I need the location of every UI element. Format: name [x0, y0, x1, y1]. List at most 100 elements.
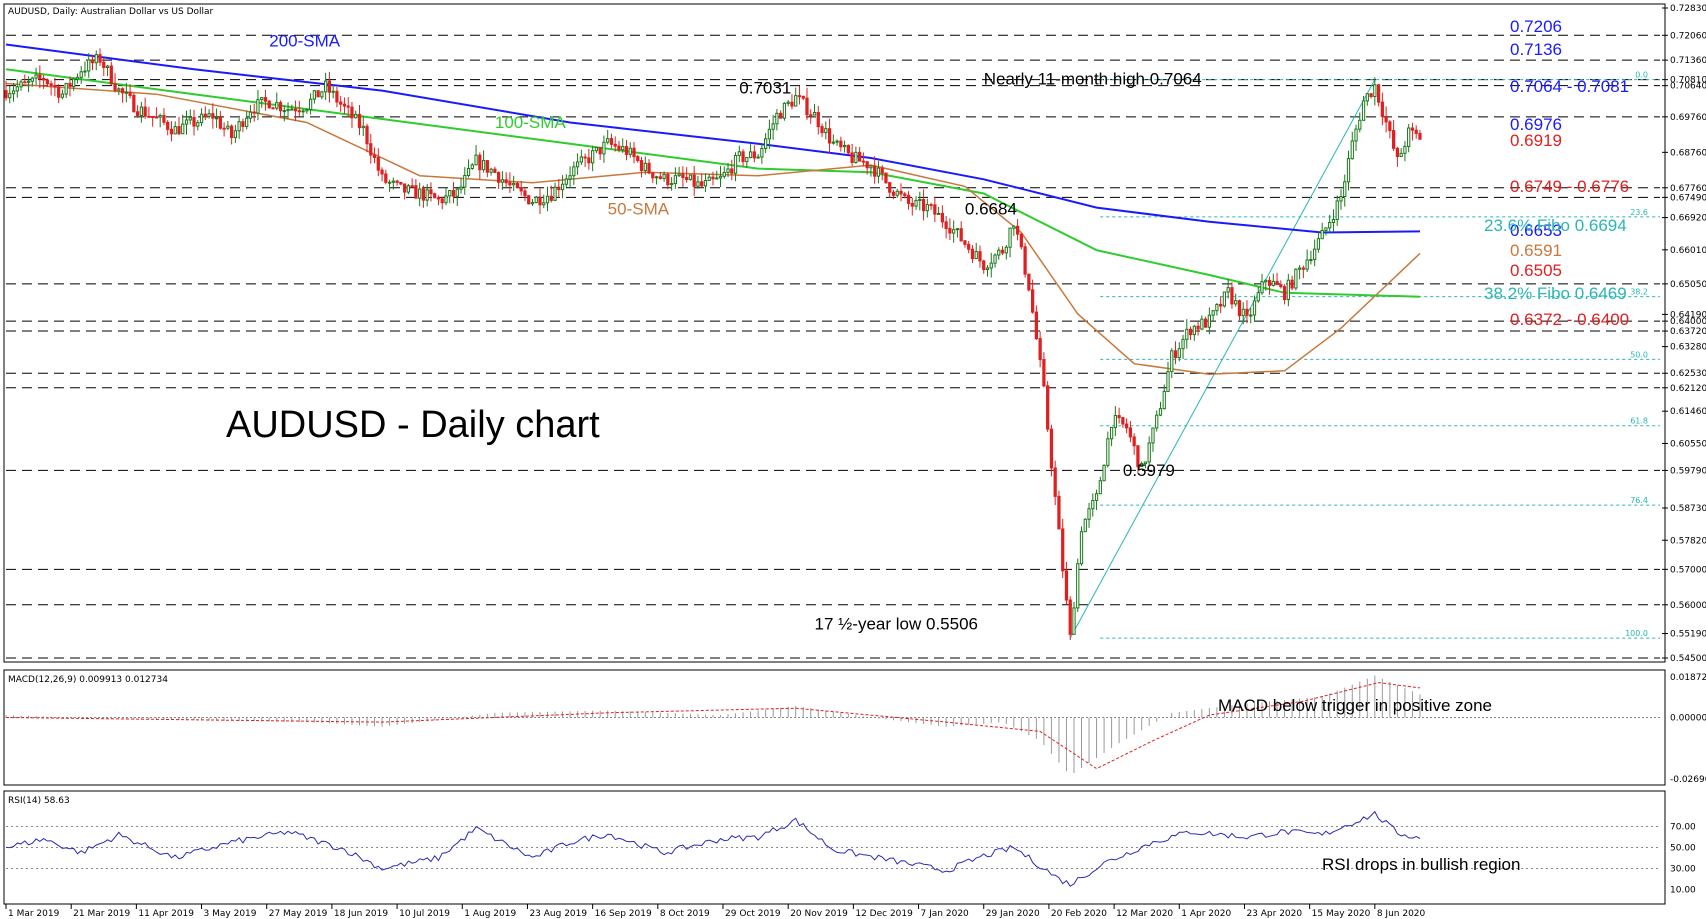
level-label: 0.6372 - 0.6400: [1510, 310, 1629, 329]
candle-body: [782, 102, 787, 119]
candle-body: [79, 71, 83, 78]
candle-body: [1245, 308, 1249, 316]
candle-body: [256, 99, 260, 114]
candle-body: [23, 81, 27, 84]
candle-body: [459, 186, 463, 190]
candle-body: [1219, 303, 1223, 307]
price-tick-label: 0.63280: [1670, 343, 1706, 353]
candle-body: [497, 171, 501, 183]
candle-body: [745, 157, 749, 163]
rsi-axis-label: 10.00: [1670, 886, 1696, 896]
macd-axis-label: 0.000000: [1670, 713, 1706, 723]
candle-body: [350, 106, 354, 119]
candle-body: [1297, 267, 1302, 270]
candle-body: [324, 80, 328, 93]
candle-body: [1241, 308, 1245, 317]
candle-body: [933, 204, 937, 215]
candle-body: [1358, 119, 1362, 130]
candle-body: [839, 140, 843, 148]
candle-body: [425, 189, 429, 201]
date-axis: 1 Mar 2019 21 Mar 2019 11 Apr 2019 3 May 20…: [5, 904, 1426, 919]
candle-body: [557, 186, 561, 191]
candle-body: [75, 76, 80, 80]
candle-body: [1192, 325, 1196, 336]
rsi-axis-label: 30.00: [1670, 865, 1696, 875]
candle-body: [925, 204, 929, 212]
candle-body: [410, 185, 414, 188]
candle-body: [1346, 158, 1351, 183]
price-tick-label: 0.66010: [1670, 246, 1706, 256]
candle-body: [1279, 284, 1283, 288]
price-tick-label: 0.72060: [1670, 31, 1706, 41]
candle-body: [1399, 152, 1403, 158]
date-tick-label: 21 Mar 2019: [73, 909, 130, 919]
candle-body: [639, 160, 644, 172]
candle-body: [154, 116, 159, 119]
macd-axis-label: -0.026907: [1670, 775, 1706, 785]
candle-body: [169, 128, 174, 135]
date-tick-label: 1 Mar 2019: [8, 909, 60, 919]
candle-body: [308, 98, 313, 110]
candle-body: [685, 177, 689, 181]
candle-body: [1185, 328, 1189, 340]
candle-body: [1113, 415, 1117, 428]
candle-body: [1121, 417, 1125, 425]
candle-body: [1365, 93, 1369, 102]
candle-body: [406, 185, 411, 193]
candle-body: [53, 85, 57, 88]
candle-body: [1264, 279, 1268, 283]
candle-body: [455, 188, 459, 197]
candle-body: [692, 174, 696, 187]
candle-body: [519, 187, 523, 192]
candle-body: [918, 199, 922, 202]
candle-body: [1158, 408, 1163, 416]
candle-body: [440, 198, 444, 204]
candle-body: [1166, 371, 1170, 392]
candle-body: [1132, 436, 1136, 447]
candle-body: [354, 113, 358, 119]
candle-body: [1403, 145, 1407, 154]
candle-body: [1331, 219, 1336, 223]
candle-body: [805, 97, 809, 116]
candle-body: [978, 251, 982, 262]
rsi-axis-label: 70.00: [1670, 823, 1696, 833]
price-tick-label: 0.54500: [1670, 654, 1706, 664]
candle-body: [797, 95, 802, 98]
candle-body: [820, 126, 824, 134]
candle-body: [1410, 127, 1415, 131]
candle-body: [681, 173, 685, 179]
candle-body: [316, 90, 320, 98]
candle-body: [662, 173, 666, 180]
candle-body: [1373, 84, 1377, 98]
price-tick-label: 0.62530: [1670, 369, 1706, 379]
candle-body: [1143, 461, 1148, 465]
annotation-label: 0.6684: [965, 200, 1017, 219]
candle-body: [1237, 300, 1242, 317]
date-tick-label: 15 May 2020: [1312, 909, 1371, 919]
candle-body: [1275, 280, 1279, 286]
date-tick-label: 23 Apr 2020: [1246, 909, 1302, 919]
candle-body: [278, 102, 283, 112]
candle-body: [575, 161, 580, 168]
candle-body: [982, 260, 986, 271]
level-label: 0.7206: [1510, 17, 1562, 36]
candle-body: [846, 144, 850, 154]
candle-body: [677, 173, 681, 177]
candle-body: [158, 114, 162, 118]
candle-body: [997, 249, 1001, 256]
date-tick-label: 16 Sep 2019: [595, 909, 652, 919]
level-label: 38.2% Fibo 0.6469: [1484, 284, 1627, 303]
candle-body: [1369, 93, 1373, 98]
candle-body: [139, 106, 144, 116]
level-label: 0.6653: [1510, 221, 1562, 240]
candle-body: [230, 125, 234, 138]
candle-body: [87, 59, 91, 72]
candle-body: [1343, 181, 1347, 198]
macd-signal-line: [5, 682, 1421, 770]
candle-body: [260, 97, 264, 101]
candle-body: [914, 200, 918, 207]
candle-body: [376, 157, 380, 171]
rsi-line: [5, 810, 1421, 887]
candle-body: [624, 146, 629, 155]
candle-body: [1309, 259, 1313, 262]
